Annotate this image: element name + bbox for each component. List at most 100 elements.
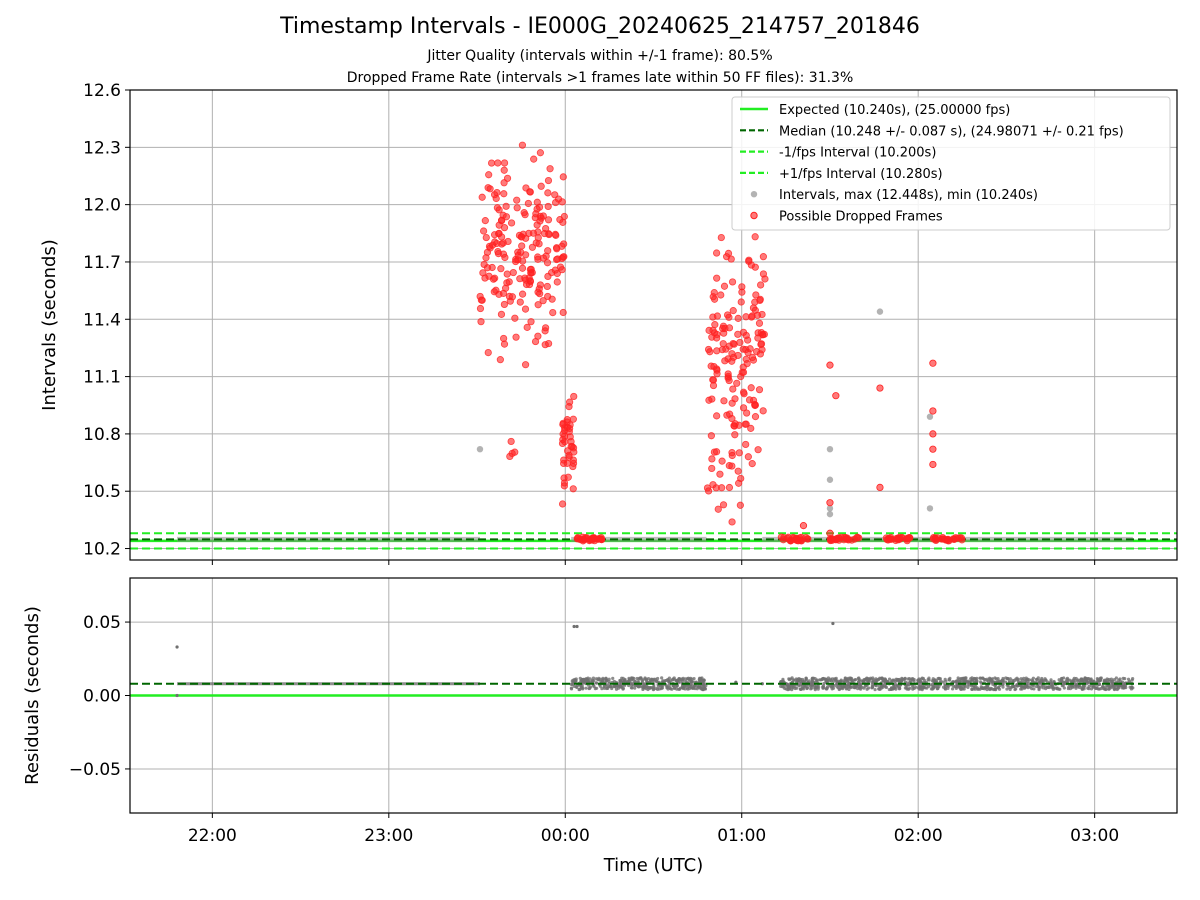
residual-point (930, 687, 935, 691)
residual-point (804, 676, 808, 680)
dropped-frame-point (482, 254, 490, 262)
dropped-frame-point (739, 345, 747, 353)
residual-point (958, 680, 962, 684)
interval-point (826, 505, 834, 512)
residual-point (946, 686, 950, 690)
residual-point (584, 677, 588, 681)
dropped-frame-point (933, 534, 942, 542)
dropped-frame-point (541, 327, 549, 335)
dropped-frame-point (508, 449, 516, 457)
dropped-frame-point (544, 189, 552, 197)
residual-point (641, 678, 645, 682)
x-tick-label: 23:00 (364, 826, 413, 846)
dropped-frame-point (929, 445, 937, 453)
dropped-frame-point (497, 265, 505, 273)
dropped-frame-point (713, 366, 721, 374)
intervals-axes: 10.2 10.5 10.8 11.1 11.4 11.7 12.0 12.3 12.6 Inte… (39, 81, 1178, 565)
residual-point (815, 678, 819, 682)
residual-point (1082, 685, 1086, 690)
residual-point (575, 624, 579, 629)
dropped-frame-point (826, 536, 835, 545)
dropped-frame-point (496, 356, 504, 364)
residual-point (881, 678, 886, 683)
residual-point (809, 687, 813, 691)
dropped-frame-point (929, 430, 937, 438)
dropped-frame-point (490, 231, 499, 239)
residual-point (969, 677, 973, 681)
residual-point (703, 687, 708, 691)
dropped-frame-point (737, 474, 745, 483)
dropped-frame-point (495, 290, 503, 298)
dropped-frame-point (709, 381, 718, 390)
residual-point (1112, 687, 1117, 692)
dropped-frame-point (728, 451, 736, 460)
chart-subtitle-dropped: Dropped Frame Rate (intervals >1 frames … (346, 70, 854, 86)
residual-point (580, 679, 584, 683)
interval-point (826, 510, 834, 518)
interval-point (826, 476, 834, 483)
residual-point (1044, 678, 1048, 682)
dropped-frame-point (842, 534, 850, 542)
residual-point (1110, 685, 1114, 689)
dropped-frame-point (724, 249, 733, 257)
residual-point (832, 679, 836, 683)
residual-point (608, 684, 612, 688)
residual-point (1015, 683, 1019, 687)
dropped-frame-point (484, 349, 492, 357)
dropped-frame-point (731, 431, 739, 439)
residual-point (588, 677, 592, 681)
residual-point (784, 687, 789, 691)
dropped-frame-point (513, 204, 521, 212)
residual-point (821, 686, 825, 690)
y-tick-label: 0.00 (83, 687, 121, 707)
residual-point (1065, 676, 1070, 680)
residual-point (983, 686, 987, 690)
residual-point (973, 685, 978, 689)
dropped-frame-point (570, 392, 578, 401)
dropped-frame-point (749, 356, 758, 364)
dropped-frame-point (742, 331, 750, 340)
residual-point (637, 677, 641, 681)
dropped-frame-point (713, 412, 721, 420)
dropped-frame-point (503, 279, 511, 287)
residual-point (1087, 687, 1091, 691)
residual-point (1088, 678, 1092, 682)
residual-point (682, 684, 687, 688)
residual-point (600, 680, 604, 684)
dropped-frame-point (733, 379, 741, 387)
residual-point (849, 678, 853, 682)
residual-point (792, 678, 797, 682)
dropped-frame-point (747, 313, 756, 321)
residual-point (1110, 681, 1115, 685)
residual-point (966, 685, 970, 689)
legend-box (731, 96, 1171, 231)
residual-point (652, 684, 656, 688)
residual-point (1014, 677, 1018, 681)
residual-point (878, 676, 882, 680)
dropped-frame-point (494, 159, 502, 167)
residual-point (631, 676, 635, 680)
residual-point (1091, 685, 1096, 689)
dropped-frame-point (539, 297, 547, 305)
dropped-frame-point (905, 534, 913, 542)
residual-point (867, 686, 871, 690)
dropped-frame-point (534, 234, 542, 242)
dropped-frame-point (559, 430, 567, 438)
dropped-frame-point (548, 269, 556, 277)
dropped-frame-point (549, 308, 557, 317)
residual-point (583, 680, 587, 684)
dropped-frame-point (487, 159, 496, 167)
dropped-frame-point (565, 453, 573, 461)
residual-point (1050, 684, 1055, 688)
residual-point (1050, 681, 1054, 685)
legend-entry: Median (10.248 +/- 0.087 s), (24.98071 +… (779, 124, 1124, 139)
dropped-frame-point (559, 308, 567, 317)
x-axis-label: Time (UTC) (603, 855, 704, 876)
residual-point (574, 685, 578, 689)
dropped-frame-point (507, 219, 516, 227)
residual-point (654, 679, 659, 684)
residual-point (943, 677, 947, 681)
dropped-frame-point (536, 149, 544, 157)
dropped-frame-point (499, 250, 508, 258)
residual-point (961, 677, 965, 681)
